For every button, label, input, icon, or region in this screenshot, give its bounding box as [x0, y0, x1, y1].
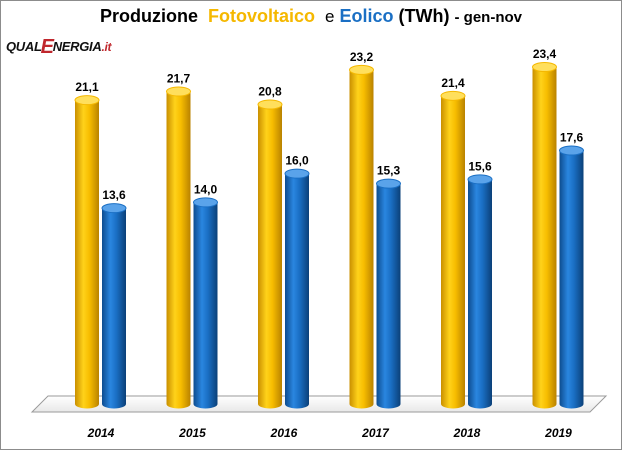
data-label-eolico-2016: 16,0 [285, 154, 309, 168]
logo-part-qual: QUAL [6, 39, 42, 54]
bar-body [559, 150, 584, 404]
data-label-eolico-2015: 14,0 [194, 182, 218, 196]
bar-body [75, 100, 99, 404]
bar-bottom [258, 399, 282, 409]
bar-bottom [532, 399, 557, 409]
bar-fotovoltaico-2017 [349, 64, 374, 409]
category-label-2016: 2016 [270, 426, 298, 440]
bar-top [284, 168, 310, 179]
title-part-eolico: Eolico [339, 6, 394, 26]
bar-top [166, 86, 191, 97]
bar-body [285, 173, 309, 404]
bar-body [349, 69, 374, 405]
bar-top [376, 178, 401, 189]
bar-eolico-2019 [559, 145, 584, 409]
bar-eolico-2017 [376, 178, 401, 409]
logo-part-nergia: NERGIA [52, 39, 102, 54]
category-labels-group: 2014 2015 2016 2017 2018 2019 [87, 426, 573, 440]
bar-top [74, 95, 100, 106]
data-label-eolico-2014: 13,6 [102, 188, 126, 202]
bar-bottom [102, 399, 126, 409]
bar-body [441, 95, 465, 404]
data-label-eolico-2019: 17,6 [560, 131, 584, 145]
category-label-2019: 2019 [544, 426, 572, 440]
bar-top [559, 145, 584, 156]
bar-bottom [468, 399, 492, 409]
bar-fotovoltaico-2016 [257, 99, 283, 409]
category-label-2014: 2014 [87, 426, 115, 440]
bar-body [258, 104, 282, 404]
bars-group [74, 62, 584, 409]
bar-eolico-2015 [193, 197, 218, 409]
title-part-period: - gen-nov [454, 9, 523, 26]
bar-top [349, 64, 374, 75]
data-label-fotovoltaico-2016: 20,8 [258, 84, 282, 98]
logo-part-it: .it [101, 40, 112, 54]
bar-top [467, 174, 493, 185]
bar-bottom [166, 399, 191, 409]
bar-eolico-2016 [284, 168, 310, 409]
category-label-2017: 2017 [361, 426, 390, 440]
chart-title: Produzione Fotovoltaico e Eolico (TWh) -… [0, 6, 622, 27]
bar-bottom [193, 399, 218, 409]
data-label-fotovoltaico-2014: 21,1 [75, 80, 99, 94]
data-label-fotovoltaico-2018: 21,4 [441, 76, 465, 90]
category-label-2015: 2015 [178, 426, 206, 440]
bar-top [193, 197, 218, 208]
bar-fotovoltaico-2015 [166, 86, 191, 409]
bar-top [532, 62, 557, 73]
data-label-fotovoltaico-2015: 21,7 [167, 72, 191, 86]
bar-bottom [376, 399, 401, 409]
category-label-2018: 2018 [453, 426, 481, 440]
bar-top [257, 99, 283, 110]
title-part-e: e [325, 7, 335, 26]
title-part-fotovoltaico: Fotovoltaico [208, 6, 315, 26]
title-part-produzione: Produzione [99, 6, 198, 26]
bar-top [440, 90, 466, 101]
bar-bottom [559, 399, 584, 409]
logo-part-e: E [40, 36, 54, 58]
data-label-eolico-2017: 15,3 [377, 164, 401, 178]
bar-bottom [285, 399, 309, 409]
data-label-fotovoltaico-2019: 23,4 [533, 47, 557, 61]
data-label-eolico-2018: 15,6 [468, 159, 492, 173]
bar-bottom [349, 399, 374, 409]
bar-body [468, 179, 492, 404]
data-label-fotovoltaico-2017: 23,2 [350, 50, 374, 64]
bar-fotovoltaico-2014 [74, 95, 100, 409]
bar-body [193, 202, 218, 404]
bar-bottom [75, 399, 99, 409]
data-labels-group: 21,1 13,6 21,7 14,0 20,8 16,0 23,2 15,3 21,4 15,6… [75, 47, 583, 202]
bar-body [532, 67, 557, 404]
qualenergia-logo: QUALENERGIA.it [6, 34, 112, 58]
bar-top [101, 203, 127, 214]
bar-eolico-2014 [101, 203, 127, 409]
title-part-unit: (TWh) [398, 6, 450, 26]
bar-eolico-2018 [467, 174, 493, 409]
bar-body [376, 183, 401, 404]
bar-bottom [441, 399, 465, 409]
bar-body [166, 91, 191, 405]
bar-body [102, 208, 126, 404]
bar-fotovoltaico-2018 [440, 90, 466, 409]
bar-fotovoltaico-2019 [532, 62, 557, 409]
